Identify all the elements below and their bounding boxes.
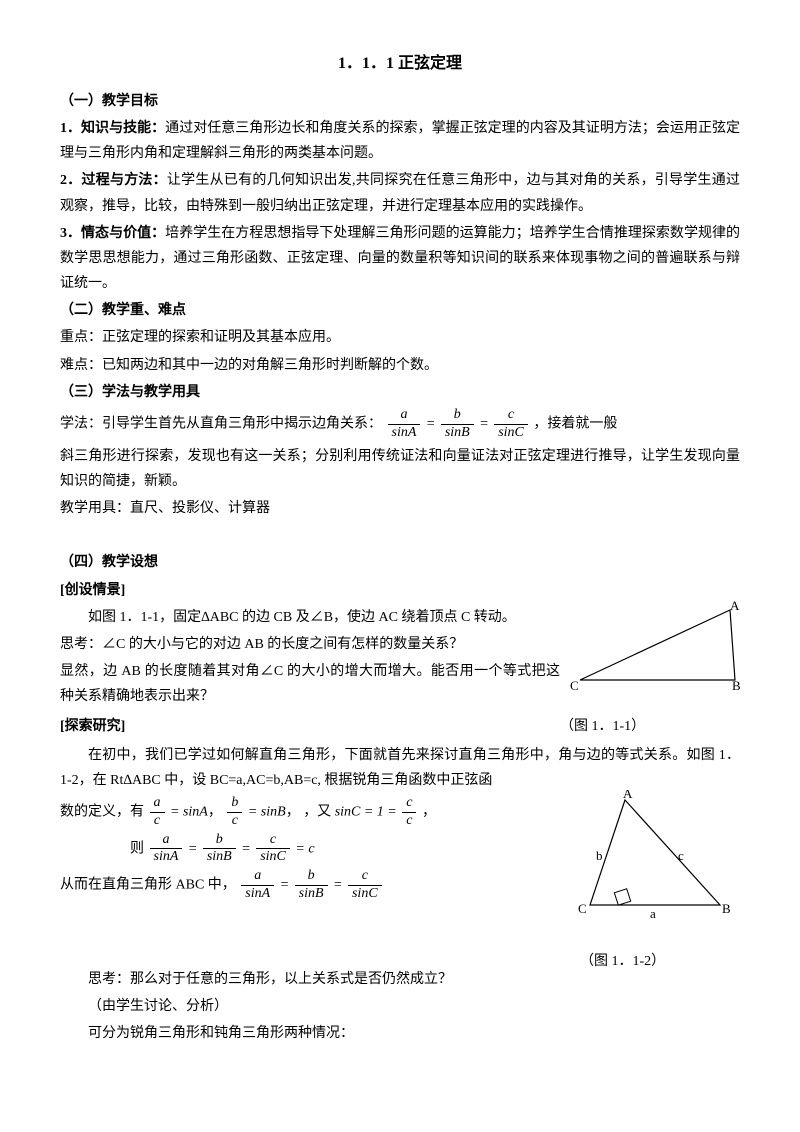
difficulty-line: 难点：已知两边和其中一边的对角解三角形时判断解的个数。 <box>60 353 740 378</box>
section-2-head: （二）教学重、难点 <box>60 303 186 318</box>
figure-1-caption: （图 1．1-1） <box>560 714 740 739</box>
cases-line: 可分为锐角三角形和钝角三角形两种情况： <box>60 1021 740 1046</box>
frac-a-sinA: asinA <box>388 407 421 442</box>
frac-c-sinC: csinC <box>494 407 528 442</box>
item-1: 1．知识与技能：通过对任意三角形边长和角度关系的探索，掌握正弦定理的内容及其证明… <box>60 116 740 166</box>
section-1-head: （一）教学目标 <box>60 94 158 109</box>
svg-text:C: C <box>570 678 579 690</box>
section-3-head: （三）学法与教学用具 <box>60 385 200 400</box>
discuss-line: （由学生讨论、分析） <box>60 994 740 1019</box>
section-4-head: （四）教学设想 <box>60 555 158 570</box>
explore-p1: 在初中，我们已学过如何解直角三角形，下面就首先来探讨直角三角形中，角与边的等式关… <box>60 743 740 793</box>
tools-line: 教学用具：直尺、投影仪、计算器 <box>60 496 740 521</box>
emphasis-line: 重点：正弦定理的探索和证明及其基本应用。 <box>60 325 740 350</box>
svg-text:B: B <box>722 901 731 916</box>
svg-text:A: A <box>623 790 633 801</box>
figure-2-caption: （图 1．1-2） <box>570 949 740 974</box>
page-title: 1．1．1 正弦定理 <box>60 50 740 79</box>
svg-text:A: A <box>730 600 740 613</box>
method-line-2: 斜三角形进行探索，发现也有这一关系；分别利用传统证法和向量证法对正弦定理进行推导… <box>60 444 740 494</box>
svg-text:C: C <box>578 901 587 916</box>
svg-text:b: b <box>596 848 603 863</box>
method-line-1: 学法：引导学生首先从直角三角形中揭示边角关系： asinA = bsinB = … <box>60 407 740 442</box>
svg-text:a: a <box>650 906 656 921</box>
triangle-2-diagram: A C B b c a （图 1．1-2） <box>570 790 740 976</box>
svg-text:B: B <box>732 678 740 690</box>
frac-b-sinB: bsinB <box>441 407 474 442</box>
triangle-1-diagram: A B C <box>570 600 740 699</box>
subhead-explore: [探索研究] <box>60 714 560 739</box>
item-3: 3．情态与价值：培养学生在方程思想指导下处理解三角形问题的运算能力；培养学生合情… <box>60 221 740 297</box>
svg-text:c: c <box>678 848 684 863</box>
item-2: 2．过程与方法：让学生从已有的几何知识出发,共同探究在任意三角形中，边与其对角的… <box>60 168 740 218</box>
